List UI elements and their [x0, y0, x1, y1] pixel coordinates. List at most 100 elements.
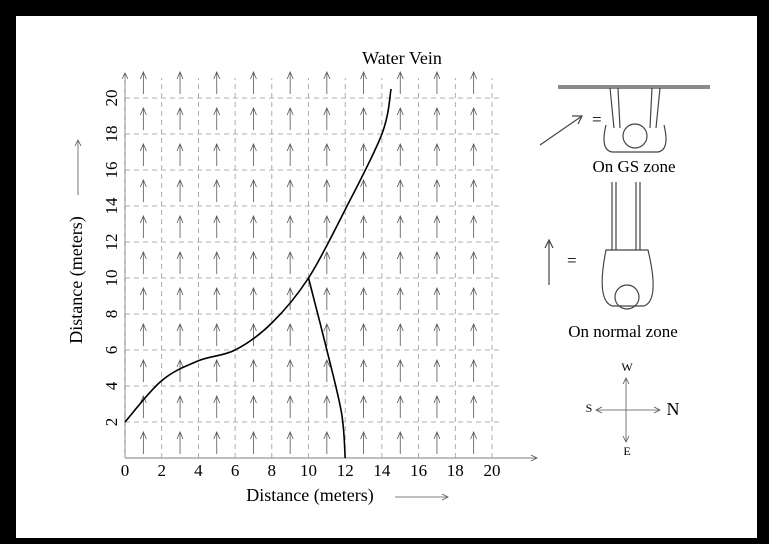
- x-tick-label: 10: [300, 461, 317, 480]
- field-arrow: [360, 322, 367, 346]
- field-arrow: [470, 430, 478, 454]
- field-arrow: [176, 70, 184, 94]
- field-arrow: [470, 70, 478, 94]
- field-arrow: [360, 430, 367, 454]
- vein-line: [124, 88, 392, 423]
- field-arrow: [433, 214, 441, 238]
- compass-s: S: [586, 401, 593, 415]
- field-arrow: [139, 358, 147, 382]
- field-arrow: [323, 142, 331, 166]
- field-arrow: [360, 358, 367, 382]
- field-arrow: [360, 394, 367, 418]
- field-arrow: [176, 178, 184, 202]
- field-arrow: [470, 142, 478, 166]
- y-tick-label: 20: [102, 90, 121, 107]
- field-arrow: [433, 430, 441, 454]
- field-arrow: [470, 394, 478, 418]
- field-arrow: [396, 430, 404, 454]
- x-axis: [125, 454, 538, 462]
- field-arrow: [396, 106, 404, 130]
- field-arrow: [213, 394, 221, 418]
- field-arrow: [323, 250, 331, 274]
- field-arrow: [176, 214, 184, 238]
- field-arrow: [286, 358, 294, 382]
- field-arrow: [433, 250, 441, 274]
- field-arrow: [396, 142, 404, 166]
- field-arrow: [176, 394, 184, 418]
- field-arrow: [250, 142, 257, 166]
- x-tick-label: 6: [231, 461, 240, 480]
- field-arrow: [396, 214, 404, 238]
- x-tick-label: 2: [157, 461, 166, 480]
- canvas: [16, 16, 757, 538]
- x-tick-label: 12: [337, 461, 354, 480]
- field-arrow: [470, 178, 478, 202]
- field-arrow: [360, 106, 367, 130]
- field-arrow: [213, 178, 221, 202]
- field-arrow: [396, 358, 404, 382]
- field-arrow: [396, 250, 404, 274]
- field-arrow: [176, 106, 184, 130]
- field-arrow: [176, 430, 184, 454]
- field-arrow: [286, 430, 294, 454]
- field-arrow: [323, 394, 331, 418]
- x-tick-label: 4: [194, 461, 203, 480]
- x-tick-label: 16: [410, 461, 427, 480]
- x-tick-label: 8: [268, 461, 277, 480]
- field-arrow: [396, 286, 404, 310]
- field-arrow: [433, 178, 441, 202]
- field-arrow: [433, 394, 441, 418]
- y-axis-label: Distance (meters): [66, 216, 87, 343]
- field-arrow: [139, 106, 147, 130]
- vein-line: [307, 277, 346, 459]
- y-tick-label: 10: [102, 270, 121, 287]
- y-tick-label: 8: [102, 310, 121, 319]
- field-arrow: [360, 142, 367, 166]
- field-arrow: [323, 178, 331, 202]
- field-arrow: [139, 142, 147, 166]
- vein-label: Water Vein: [362, 48, 442, 68]
- field-arrow: [286, 142, 294, 166]
- field-arrow: [139, 250, 147, 274]
- equals: =: [592, 110, 602, 129]
- normal-figure: [544, 182, 654, 310]
- y-tick-label: 14: [102, 197, 121, 215]
- y-label-arrow: [74, 139, 82, 195]
- field-arrow: [470, 358, 478, 382]
- field-arrow: [433, 70, 441, 94]
- y-tick-label: 16: [102, 162, 121, 179]
- field-arrow: [360, 178, 367, 202]
- field-arrow: [213, 358, 221, 382]
- field-arrow: [360, 70, 367, 94]
- field-arrow: [213, 142, 221, 166]
- y-tick-label: 12: [102, 234, 121, 251]
- field-arrow: [470, 322, 478, 346]
- field-arrow: [250, 70, 257, 94]
- field-arrow: [286, 214, 294, 238]
- field-arrow: [286, 394, 294, 418]
- field-arrow: [323, 430, 331, 454]
- field-arrow: [139, 430, 147, 454]
- field-arrow: [323, 286, 331, 310]
- field-arrow: [396, 322, 404, 346]
- field-arrow: [250, 178, 257, 202]
- field-arrow: [286, 70, 294, 94]
- field-arrow: [176, 142, 184, 166]
- x-axis-label: Distance (meters): [246, 485, 373, 506]
- field-arrow: [250, 394, 257, 418]
- x-tick-label: 20: [484, 461, 501, 480]
- field-arrow: [286, 106, 294, 130]
- field-arrow: [250, 250, 257, 274]
- field-arrow: [213, 322, 221, 346]
- field-arrow: [396, 70, 404, 94]
- y-tick-label: 18: [102, 126, 121, 143]
- x-label-arrow: [395, 493, 449, 501]
- field-arrow: [286, 250, 294, 274]
- field-arrow: [213, 106, 221, 130]
- field-arrow: [213, 430, 221, 454]
- field-arrow: [323, 70, 331, 94]
- field-arrow: [470, 214, 478, 238]
- field-arrow: [213, 286, 221, 310]
- compass-n: N: [667, 399, 680, 419]
- field-arrow: [250, 358, 257, 382]
